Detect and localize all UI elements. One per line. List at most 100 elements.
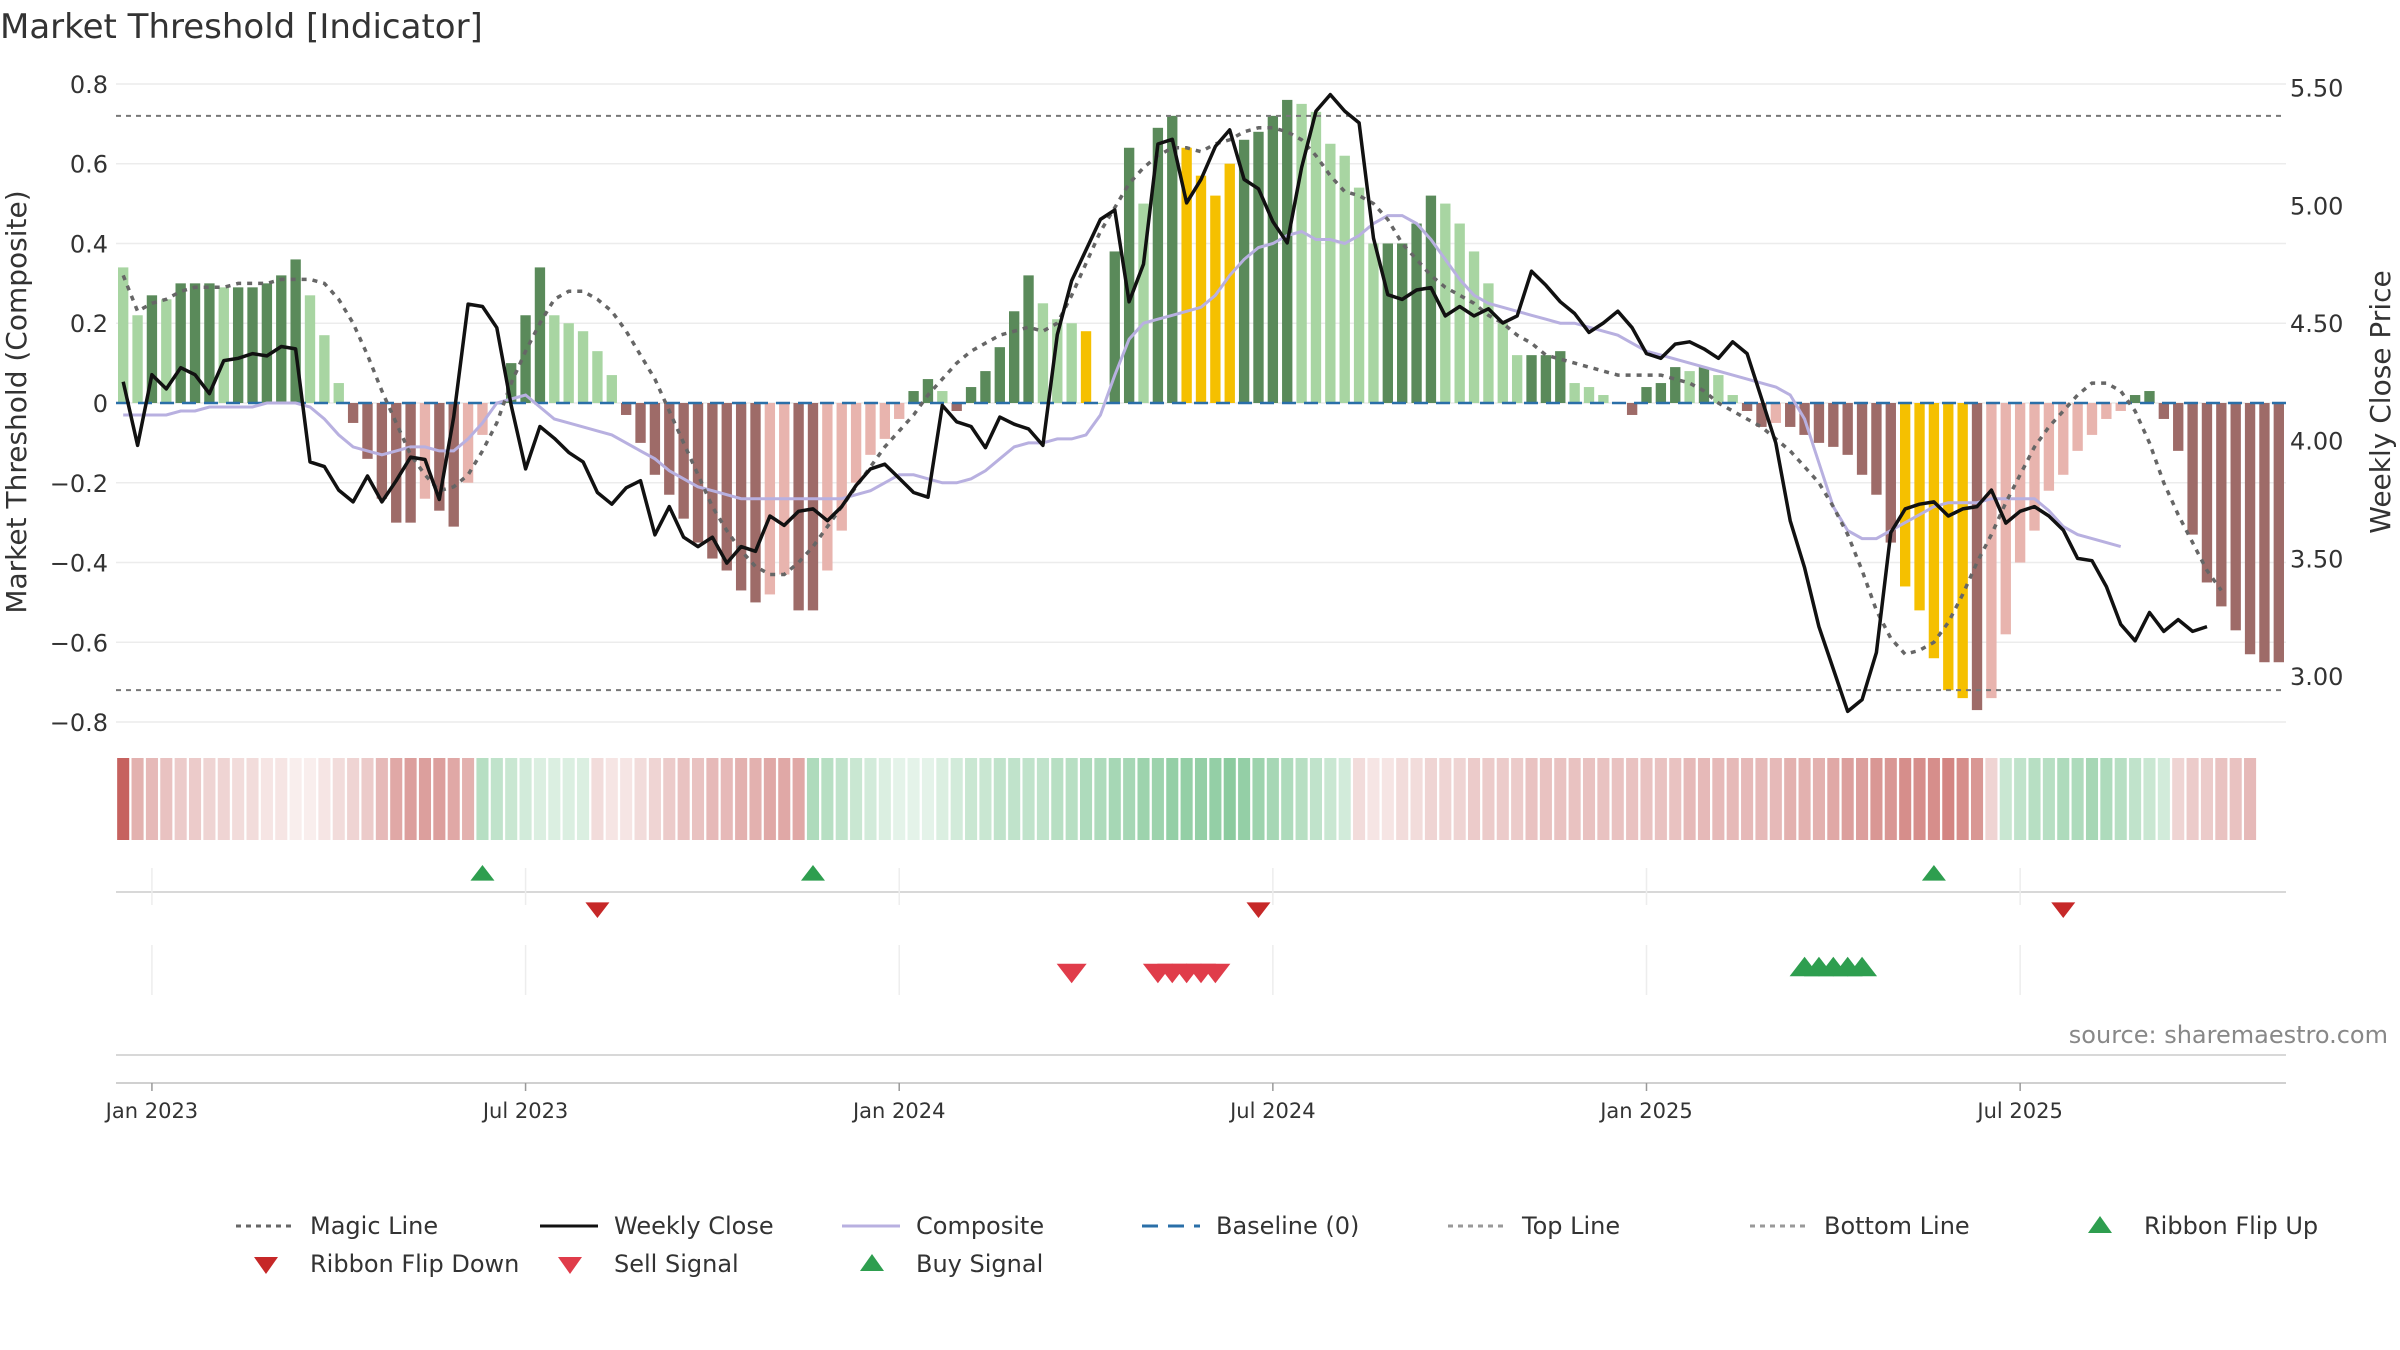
legend-label: Bottom Line (1824, 1212, 1970, 1240)
composite-bar (1655, 383, 1667, 403)
ribbon-cell (1051, 758, 1064, 840)
ribbon-cell (1511, 758, 1524, 840)
ribbon-cell (1769, 758, 1782, 840)
x-tick-label: Jan 2023 (104, 1099, 199, 1123)
composite-bar (1152, 127, 1164, 403)
composite-bar (1310, 111, 1322, 403)
ribbon-flip-down-marker (585, 902, 610, 918)
ribbon-cell (1999, 758, 2012, 840)
composite-bar (1095, 403, 1106, 404)
composite-bar (1583, 387, 1595, 403)
composite-bar (1454, 223, 1465, 403)
ribbon-cell (1554, 758, 1567, 840)
y-tick-label-right: 3.50 (2290, 545, 2343, 573)
composite-bar (836, 403, 847, 531)
y-tick-label-left: −0.6 (50, 629, 108, 657)
legend-item: Ribbon Flip Up (2088, 1212, 2318, 1240)
legend-label: Weekly Close (614, 1212, 774, 1240)
y-tick-label-left: 0.2 (70, 310, 108, 338)
composite-bar (1871, 403, 1882, 495)
legend-label: Buy Signal (916, 1250, 1043, 1278)
composite-bar (1397, 243, 1408, 403)
ribbon-cell (117, 758, 130, 840)
composite-bar (937, 391, 948, 403)
composite-bar (462, 403, 474, 483)
ribbon-cell (1123, 758, 1136, 840)
composite-bar (290, 259, 301, 403)
legend-swatch (2088, 1216, 2112, 1233)
ribbon-cell (217, 758, 230, 840)
ribbon-cell (1712, 758, 1725, 840)
ribbon-cell (246, 758, 259, 840)
legend-label: Ribbon Flip Up (2144, 1212, 2318, 1240)
composite-bar (678, 403, 689, 519)
composite-bar (1009, 311, 1020, 403)
ribbon-cell (1827, 758, 1840, 840)
y-tick-label-right: 3.00 (2290, 663, 2343, 691)
composite-bar (2173, 403, 2184, 451)
composite-bar (1569, 383, 1580, 403)
ribbon-cell (1985, 758, 1998, 840)
composite-bar (965, 387, 977, 403)
y-tick-label-right: 5.00 (2290, 192, 2343, 220)
ribbon-cell (1108, 758, 1121, 840)
ribbon-cell (1597, 758, 1610, 840)
composite-bar (1253, 131, 1264, 404)
legend-swatch (860, 1254, 884, 1271)
ribbon-cell (1424, 758, 1437, 840)
legend-item: Sell Signal (558, 1250, 739, 1278)
composite-bar (994, 347, 1005, 403)
ribbon-cell (404, 758, 417, 840)
ribbon-cell (505, 758, 518, 840)
composite-bar (649, 403, 661, 475)
ribbon-cell (1036, 758, 1049, 840)
ribbon-cell (347, 758, 360, 840)
composite-bar (1943, 403, 1954, 691)
composite-bar (2187, 403, 2198, 535)
ribbon-cell (835, 758, 848, 840)
composite-bar (1785, 403, 1796, 427)
ribbon-cell (2129, 758, 2142, 840)
ribbon-cell (1482, 758, 1495, 840)
ribbon-cell (390, 758, 403, 840)
composite-bar (1411, 223, 1422, 403)
ribbon-cell (2186, 758, 2199, 840)
composite-bar (2072, 403, 2083, 451)
ribbon-panel (117, 758, 2257, 840)
composite-bar (2244, 403, 2256, 655)
ribbon-cell (1065, 758, 1078, 840)
composite-bar (448, 403, 459, 527)
composite-bar (1813, 403, 1825, 443)
composite-bar (2086, 403, 2098, 435)
ribbon-cell (735, 758, 748, 840)
composite-bar (1670, 367, 1681, 403)
composite-bar (779, 403, 790, 575)
composite-bar (132, 315, 143, 403)
composite-bar (2158, 403, 2170, 419)
composite-bar (391, 403, 402, 523)
ribbon-cell (1410, 758, 1423, 840)
ribbon-cell (1899, 758, 1912, 840)
ribbon-cell (1913, 758, 1926, 840)
ribbon-flip-down-marker (1246, 902, 1271, 918)
signal-panel (116, 865, 2286, 1056)
composite-bar (1856, 403, 1868, 475)
legend-swatch (254, 1257, 278, 1274)
ribbon-flip-up-marker (470, 865, 495, 881)
ribbon-cell (1094, 758, 1107, 840)
ribbon-cell (318, 758, 331, 840)
ribbon-cell (1453, 758, 1466, 840)
ribbon-cell (476, 758, 489, 840)
legend-swatch (558, 1257, 582, 1274)
composite-bar (1842, 403, 1853, 455)
ribbon-cell (1324, 758, 1337, 840)
ribbon-cell (533, 758, 546, 840)
composite-bar (635, 403, 646, 443)
composite-bar (1339, 155, 1350, 403)
x-tick-label: Jan 2025 (1598, 1099, 1693, 1123)
composite-bar (1080, 331, 1092, 403)
legend-label: Baseline (0) (1216, 1212, 1359, 1240)
chart-title: Market Threshold [Indicator] (0, 7, 483, 47)
ribbon-flip-down-marker (2051, 902, 2076, 918)
legend-item: Magic Line (236, 1212, 438, 1240)
